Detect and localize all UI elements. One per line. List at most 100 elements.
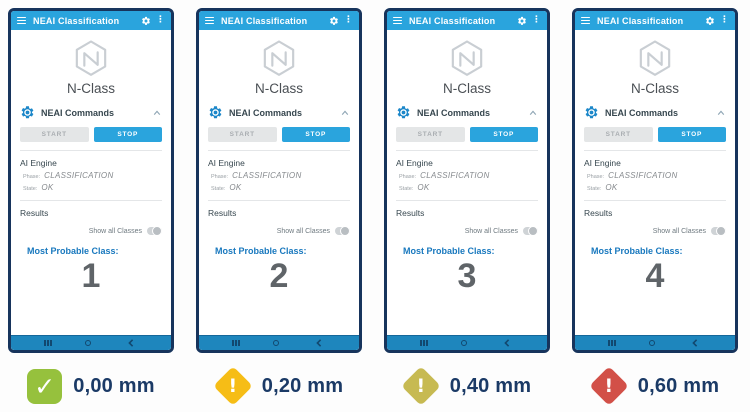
- start-button[interactable]: START: [584, 127, 653, 142]
- measurement-text: 0,20 mm: [261, 374, 344, 397]
- measurement-label: ! 0,60 mm: [572, 362, 738, 410]
- overflow-menu-icon[interactable]: ⋮: [344, 15, 353, 25]
- neai-commands-gear-icon: [397, 106, 410, 119]
- phone: NEAI Classification ⋮ N-Class NEAI: [196, 8, 362, 353]
- overflow-menu-icon[interactable]: ⋮: [720, 15, 729, 25]
- settings-gear-icon[interactable]: [517, 16, 527, 26]
- overflow-menu-icon[interactable]: ⋮: [156, 15, 165, 25]
- recents-button[interactable]: [47, 340, 49, 346]
- chevron-up-icon[interactable]: [528, 108, 538, 118]
- results-heading: Results: [20, 208, 49, 218]
- appbar-title: NEAI Classification: [33, 15, 120, 26]
- warning-diamond-icon: !: [400, 366, 441, 406]
- appbar-title: NEAI Classification: [221, 15, 308, 26]
- appbar: NEAI Classification ⋮: [199, 11, 359, 30]
- results-section: Results Show all Classes Most Probable C…: [11, 201, 171, 296]
- check-square-icon: ✓: [27, 368, 63, 404]
- menu-icon[interactable]: [205, 16, 214, 25]
- appbar-title: NEAI Classification: [597, 15, 684, 26]
- class-number: 1: [81, 257, 101, 295]
- commands-header[interactable]: NEAI Commands: [208, 105, 350, 120]
- start-button[interactable]: START: [396, 127, 465, 142]
- toggle-knob: [152, 226, 162, 236]
- settings-gear-icon[interactable]: [705, 16, 715, 26]
- divider: [396, 150, 538, 151]
- class-number: 3: [457, 257, 477, 295]
- toggle-knob: [340, 226, 350, 236]
- android-navbar: [575, 335, 735, 350]
- neai-commands-gear-icon: [585, 106, 598, 119]
- results-heading: Results: [208, 208, 237, 218]
- divider: [584, 150, 726, 151]
- stop-button[interactable]: STOP: [657, 127, 726, 142]
- commands-header[interactable]: NEAI Commands: [584, 105, 726, 120]
- back-button[interactable]: [691, 339, 699, 347]
- commands-label: NEAI Commands: [605, 107, 679, 118]
- home-button[interactable]: [272, 340, 279, 346]
- divider: [584, 200, 726, 201]
- measurement-text: 0,40 mm: [449, 374, 532, 397]
- state-value: OK: [417, 183, 430, 192]
- state-label: State:: [399, 186, 414, 192]
- home-button[interactable]: [460, 340, 467, 346]
- android-navbar: [11, 335, 171, 350]
- measurement-label: ! 0,20 mm: [196, 362, 362, 410]
- show-all-classes-toggle[interactable]: [147, 226, 162, 236]
- ai-engine-heading: AI Engine: [20, 158, 57, 168]
- logo-title: N-Class: [66, 81, 115, 96]
- menu-icon[interactable]: [581, 16, 590, 25]
- back-button[interactable]: [127, 339, 135, 347]
- phase-label: Phase:: [399, 174, 417, 180]
- show-all-classes-toggle[interactable]: [335, 226, 350, 236]
- commands-label: NEAI Commands: [229, 107, 303, 118]
- icon-glyph: !: [228, 374, 238, 397]
- show-all-classes-label: Show all Classes: [464, 227, 518, 235]
- stop-button[interactable]: STOP: [469, 127, 538, 142]
- chevron-up-icon[interactable]: [152, 108, 162, 118]
- most-probable-class-label: Most Probable Class:: [215, 246, 307, 256]
- show-all-classes-toggle[interactable]: [523, 226, 538, 236]
- start-button[interactable]: START: [208, 127, 277, 142]
- divider: [396, 200, 538, 201]
- appbar: NEAI Classification ⋮: [387, 11, 547, 30]
- commands-label: NEAI Commands: [417, 107, 491, 118]
- appbar: NEAI Classification ⋮: [575, 11, 735, 30]
- menu-icon[interactable]: [393, 16, 402, 25]
- icon-glyph: !: [416, 374, 426, 397]
- home-button[interactable]: [84, 340, 91, 346]
- state-value: OK: [605, 183, 618, 192]
- chevron-up-icon[interactable]: [340, 108, 350, 118]
- settings-gear-icon[interactable]: [141, 16, 151, 26]
- logo-title: N-Class: [442, 81, 491, 96]
- divider: [208, 200, 350, 201]
- state-value: OK: [41, 183, 54, 192]
- results-heading: Results: [584, 208, 613, 218]
- settings-gear-icon[interactable]: [329, 16, 339, 26]
- divider: [208, 150, 350, 151]
- recents-button[interactable]: [423, 340, 425, 346]
- warning-diamond-icon: !: [212, 366, 253, 406]
- start-button[interactable]: START: [20, 127, 89, 142]
- labels-row: ✓ 0,00 mm ! 0,20 mm ! 0,40 mm ! 0,60 mm: [0, 362, 750, 410]
- chevron-up-icon[interactable]: [716, 108, 726, 118]
- phase-value: CLASSIFICATION: [44, 171, 114, 180]
- show-all-classes-toggle[interactable]: [711, 226, 726, 236]
- most-probable-class-label: Most Probable Class:: [27, 246, 119, 256]
- ai-engine-heading: AI Engine: [396, 158, 433, 168]
- toggle-knob: [528, 226, 538, 236]
- results-section: Results Show all Classes Most Probable C…: [575, 201, 735, 296]
- commands-header[interactable]: NEAI Commands: [20, 105, 162, 120]
- overflow-menu-icon[interactable]: ⋮: [532, 15, 541, 25]
- menu-icon[interactable]: [17, 16, 26, 25]
- back-button[interactable]: [315, 339, 323, 347]
- recents-button[interactable]: [235, 340, 237, 346]
- stop-button[interactable]: STOP: [93, 127, 162, 142]
- commands-header[interactable]: NEAI Commands: [396, 105, 538, 120]
- ai-engine-section: AI Engine Phase: CLASSIFICATION State: O…: [11, 151, 171, 192]
- stop-button[interactable]: STOP: [281, 127, 350, 142]
- state-label: State:: [23, 186, 38, 192]
- home-button[interactable]: [648, 340, 655, 346]
- most-probable-class-label: Most Probable Class:: [591, 246, 683, 256]
- back-button[interactable]: [503, 339, 511, 347]
- recents-button[interactable]: [611, 340, 613, 346]
